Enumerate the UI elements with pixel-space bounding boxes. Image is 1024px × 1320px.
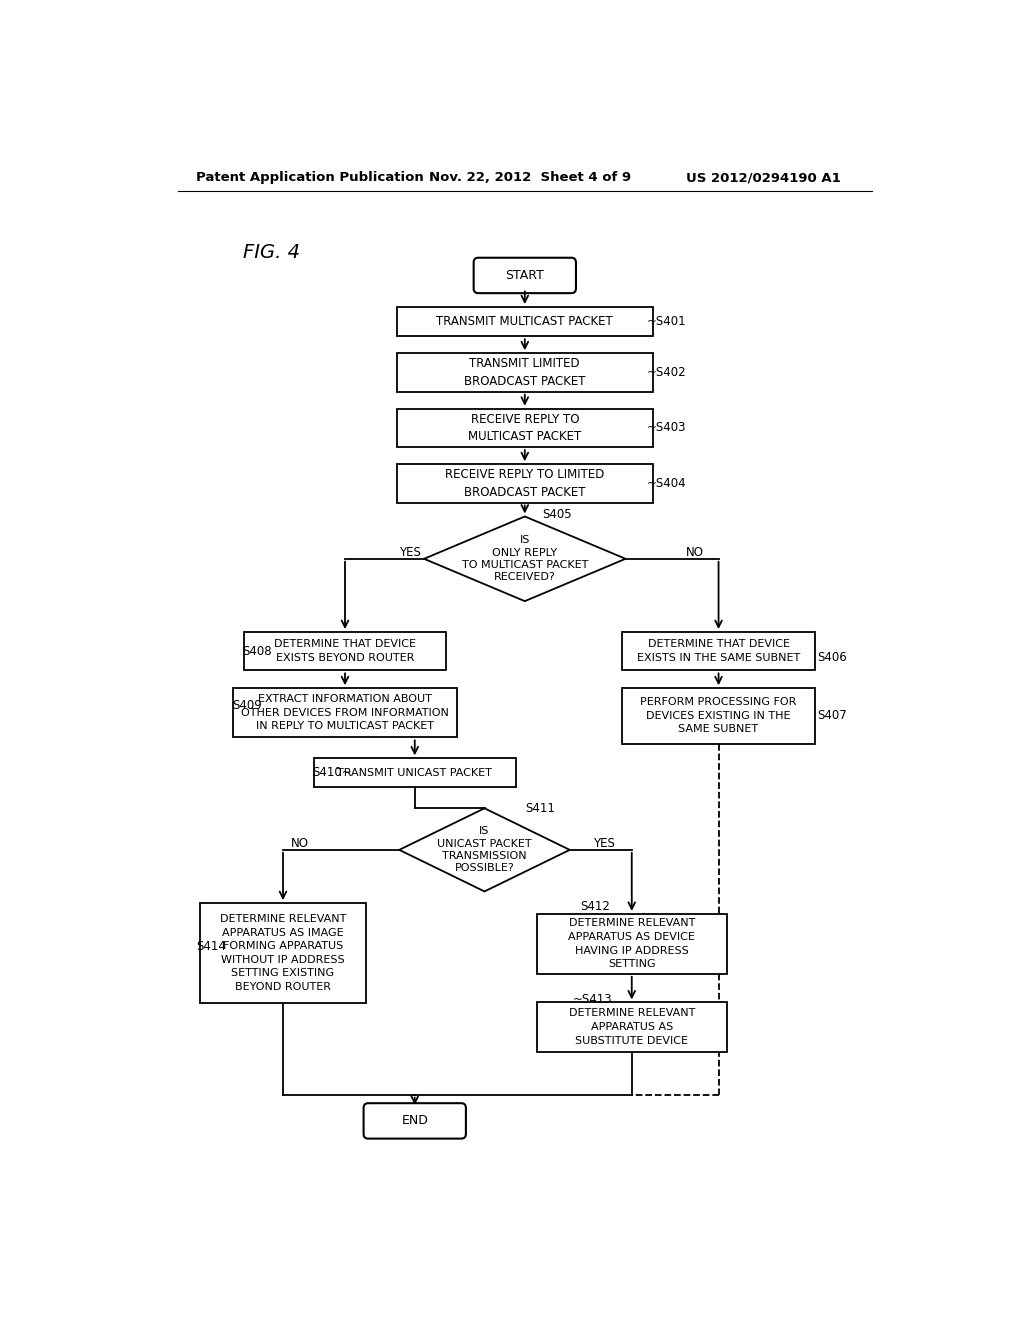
Text: TRANSMIT UNICAST PACKET: TRANSMIT UNICAST PACKET [337, 768, 493, 777]
Text: DETERMINE RELEVANT
APPARATUS AS
SUBSTITUTE DEVICE: DETERMINE RELEVANT APPARATUS AS SUBSTITU… [568, 1008, 695, 1045]
Bar [537, 1002, 727, 1052]
Bar [397, 354, 652, 392]
Bar [245, 632, 445, 671]
Text: IS
UNICAST PACKET
TRANSMISSION
POSSIBLE?: IS UNICAST PACKET TRANSMISSION POSSIBLE? [437, 826, 531, 874]
Text: S406: S406 [818, 651, 848, 664]
Text: TRANSMIT MULTICAST PACKET: TRANSMIT MULTICAST PACKET [436, 315, 613, 329]
Text: END: END [401, 1114, 428, 1127]
FancyBboxPatch shape [364, 1104, 466, 1139]
Text: TRANSMIT LIMITED
BROADCAST PACKET: TRANSMIT LIMITED BROADCAST PACKET [464, 358, 586, 388]
Text: PERFORM PROCESSING FOR
DEVICES EXISTING IN THE
SAME SUBNET: PERFORM PROCESSING FOR DEVICES EXISTING … [640, 697, 797, 734]
Text: S405: S405 [542, 508, 571, 520]
Text: DETERMINE RELEVANT
APPARATUS AS IMAGE
FORMING APPARATUS
WITHOUT IP ADDRESS
SETTI: DETERMINE RELEVANT APPARATUS AS IMAGE FO… [220, 913, 346, 993]
Text: IS
ONLY REPLY
TO MULTICAST PACKET
RECEIVED?: IS ONLY REPLY TO MULTICAST PACKET RECEIV… [462, 535, 588, 582]
Text: RECEIVE REPLY TO
MULTICAST PACKET: RECEIVE REPLY TO MULTICAST PACKET [468, 413, 582, 444]
Text: ~S413: ~S413 [572, 993, 612, 1006]
Text: ~S401: ~S401 [647, 315, 687, 329]
Text: FIG. 4: FIG. 4 [243, 243, 300, 261]
Bar [397, 465, 652, 503]
Bar [314, 758, 515, 788]
Polygon shape [424, 516, 626, 601]
Bar [200, 903, 367, 1003]
Text: US 2012/0294190 A1: US 2012/0294190 A1 [686, 172, 841, 185]
Text: ~S404: ~S404 [647, 477, 687, 490]
Bar [397, 308, 652, 337]
Bar [622, 688, 815, 743]
Text: NO: NO [291, 837, 309, 850]
Text: S411: S411 [524, 801, 555, 814]
Text: DETERMINE RELEVANT
APPARATUS AS DEVICE
HAVING IP ADDRESS
SETTING: DETERMINE RELEVANT APPARATUS AS DEVICE H… [568, 919, 695, 969]
Text: START: START [506, 269, 544, 282]
Bar [232, 688, 458, 738]
Text: Patent Application Publication: Patent Application Publication [197, 172, 424, 185]
Bar [397, 409, 652, 447]
Text: DETERMINE THAT DEVICE
EXISTS BEYOND ROUTER: DETERMINE THAT DEVICE EXISTS BEYOND ROUT… [274, 639, 416, 663]
Text: RECEIVE REPLY TO LIMITED
BROADCAST PACKET: RECEIVE REPLY TO LIMITED BROADCAST PACKE… [445, 469, 604, 499]
Text: YES: YES [399, 546, 421, 560]
Text: YES: YES [593, 837, 614, 850]
Text: EXTRACT INFORMATION ABOUT
OTHER DEVICES FROM INFORMATION
IN REPLY TO MULTICAST P: EXTRACT INFORMATION ABOUT OTHER DEVICES … [241, 694, 449, 731]
Text: S408: S408 [243, 644, 272, 657]
Text: Nov. 22, 2012  Sheet 4 of 9: Nov. 22, 2012 Sheet 4 of 9 [429, 172, 631, 185]
Text: DETERMINE THAT DEVICE
EXISTS IN THE SAME SUBNET: DETERMINE THAT DEVICE EXISTS IN THE SAME… [637, 639, 800, 663]
Text: NO: NO [686, 546, 705, 560]
Text: ~S402: ~S402 [647, 366, 687, 379]
Bar [622, 632, 815, 671]
Bar [537, 913, 727, 974]
Text: S414: S414 [197, 940, 226, 953]
Text: S409: S409 [232, 698, 262, 711]
Text: S407: S407 [818, 709, 848, 722]
Text: S412: S412 [581, 900, 610, 913]
Text: ~S403: ~S403 [647, 421, 687, 434]
FancyBboxPatch shape [474, 257, 575, 293]
Polygon shape [399, 808, 569, 891]
Text: S410~: S410~ [312, 767, 352, 779]
